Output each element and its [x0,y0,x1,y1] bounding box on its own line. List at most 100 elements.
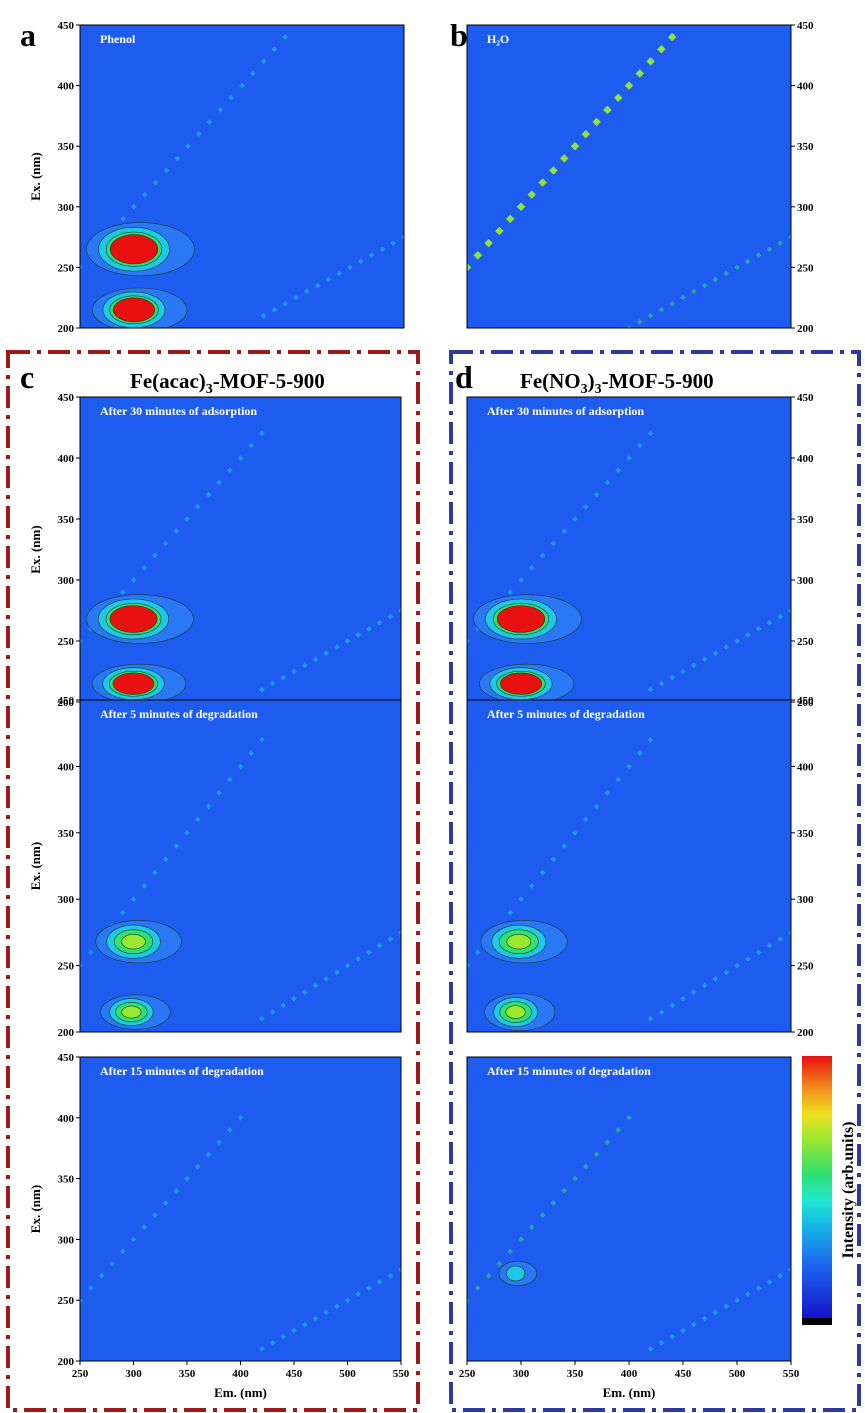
scatter-mark [615,467,622,474]
scatter-mark [163,167,170,174]
scatter-mark [507,1248,514,1255]
scatter-mark [474,1285,481,1291]
scatter-mark [333,1303,340,1310]
scatter-mark [593,1151,600,1158]
scatter-mark [766,1279,773,1285]
scatter-mark [226,467,233,474]
scatter-mark [518,896,524,903]
scatter-mark [130,896,137,903]
scatter-mark [734,638,740,644]
x-tick-label: 450 [286,1368,303,1380]
scatter-mark [185,143,191,150]
scatter-mark [387,1273,394,1279]
scatter-mark [87,1285,94,1291]
scatter-mark [195,131,202,137]
scatter-mark [366,625,372,632]
scatter-mark [248,442,255,449]
scatter-mark [593,803,600,810]
scatter-mark [141,1224,148,1231]
y-tick-label: 250 [797,262,814,274]
scatter-mark [712,276,719,283]
y-tick-label: 400 [58,453,75,465]
colorbar-floor [802,1318,832,1325]
scatter-mark [173,1187,180,1194]
scatter-mark [323,1309,329,1316]
plot-area [467,25,791,328]
scatter-mark [788,929,791,936]
scatter-mark [119,589,126,596]
panel-b-letter: b [450,17,468,53]
scatter-mark [259,430,265,437]
scatter-mark [80,638,83,644]
scatter-mark [398,1266,401,1273]
scatter-mark [647,1346,654,1352]
x-tick-label: 350 [567,1368,584,1380]
scatter-mark [269,680,276,687]
contour-level [505,1265,526,1282]
scatter-mark [496,1260,503,1267]
scatter-mark [312,1315,319,1322]
peak-core [112,672,155,695]
contour-level [506,934,532,950]
scatter-mark [766,246,773,253]
y-tick-label: 250 [58,1295,75,1307]
plot-frame [466,24,792,329]
y-tick-label: 300 [58,202,75,214]
scatter-mark [398,607,401,614]
scatter-mark [184,1175,190,1182]
y-tick-label: 350 [58,828,75,840]
heatmap-c3: After 15 minutes of degradation200250300… [28,1052,410,1400]
scatter-mark [626,763,632,770]
scatter-mark [173,528,180,535]
plot-area [467,700,791,1032]
scatter-mark [604,479,611,486]
scatter-mark [312,656,319,663]
inset-label: After 5 minutes of degradation [487,707,645,721]
scatter-mark [205,803,212,810]
contour-level [121,1005,142,1019]
scatter-mark [518,577,524,583]
y-tick-label: 200 [58,323,75,335]
inset-label: H₂O [487,32,509,46]
colorbar-gradient [802,1056,832,1318]
scatter-mark [130,577,137,583]
y-tick-label: 400 [58,1113,75,1125]
scatter-mark [467,263,472,272]
scatter-mark [647,430,654,437]
heatmap-d2: After 5 minutes of degradation 200 250 300 3… [466,695,814,1039]
y-tick-label: 300 [58,1234,75,1246]
scatter-mark [647,737,654,743]
scatter-mark [561,528,568,535]
heatmap-c1: After 30 minutes of adsorption 200 250 300 3… [28,392,402,709]
scatter-mark [217,107,224,113]
scatter-mark [109,1260,115,1267]
scatter-mark [390,240,397,246]
scatter-mark [119,909,126,916]
x-axis-label: Em. (nm) [603,1385,656,1400]
plot-frame [466,699,792,1033]
panel-c-letter: c [20,359,34,395]
scatter-mark [669,1002,676,1009]
scatter-mark [376,942,383,949]
scatter-mark [712,976,719,982]
y-axis-label: Ex. (nm) [28,842,43,890]
scatter-mark [239,82,245,89]
scatter-mark [280,1002,287,1009]
scatter-mark [237,1114,244,1121]
heatmap-c2: After 5 minutes of degradation 200 250 300 3… [28,695,402,1039]
y-tick-label: 200 [797,323,814,335]
scatter-mark [173,843,180,849]
y-tick-label: 400 [797,761,814,773]
scatter-mark [712,1309,719,1316]
scatter-mark [701,656,708,663]
scatter-mark [669,674,676,681]
scatter-mark [141,191,148,198]
y-tick-label: 450 [797,695,814,707]
scatter-mark [636,750,643,756]
peak-core [496,605,546,633]
y-tick-label: 450 [58,20,75,32]
scatter-mark [259,1015,265,1022]
scatter-mark [755,949,762,956]
scatter-mark [80,1297,83,1304]
y-tick-label: 200 [58,697,75,709]
